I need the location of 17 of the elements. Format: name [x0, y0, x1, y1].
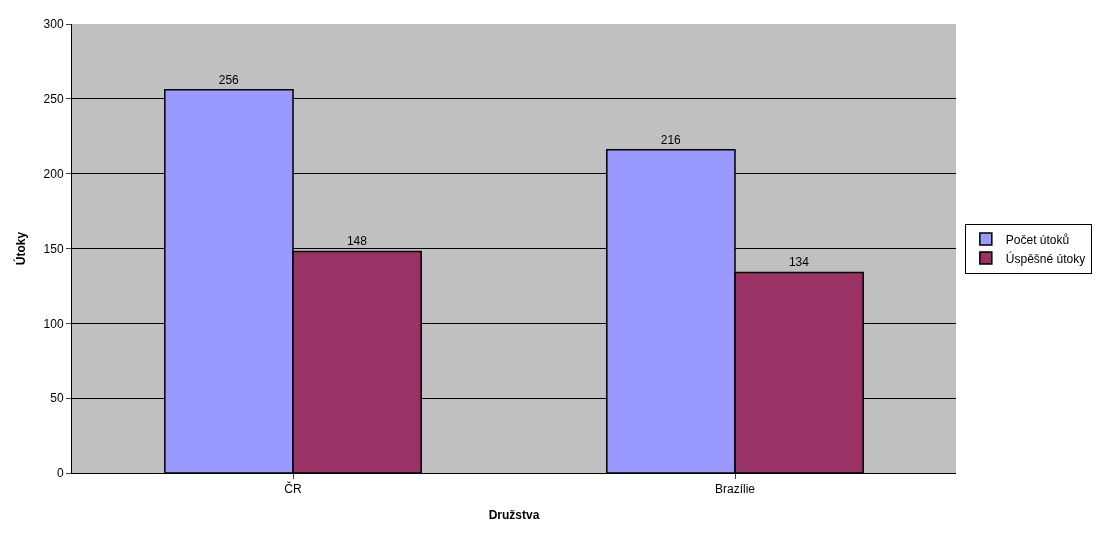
legend-label: Úspěšné útoky [1005, 250, 1086, 266]
y-tick-label: 0 [56, 466, 64, 481]
y-tick-label: 100 [43, 316, 64, 331]
y-axis-title: Útoky [12, 231, 28, 266]
data-label: 256 [218, 72, 240, 87]
data-label: 148 [346, 234, 368, 249]
data-label: 134 [788, 255, 810, 270]
y-tick-label: 50 [50, 391, 64, 406]
y-tick-label: 200 [43, 166, 64, 181]
data-label: 216 [660, 132, 682, 147]
x-axis-title: Družstva [488, 508, 540, 523]
y-tick-label: 250 [43, 92, 64, 107]
y-tick-label: 300 [43, 17, 64, 32]
y-tick-label: 150 [43, 241, 64, 256]
legend-label: Počet útoků [1005, 232, 1070, 247]
x-tick-label: ČR [284, 481, 302, 497]
x-tick-label: Brazílie [714, 482, 756, 497]
